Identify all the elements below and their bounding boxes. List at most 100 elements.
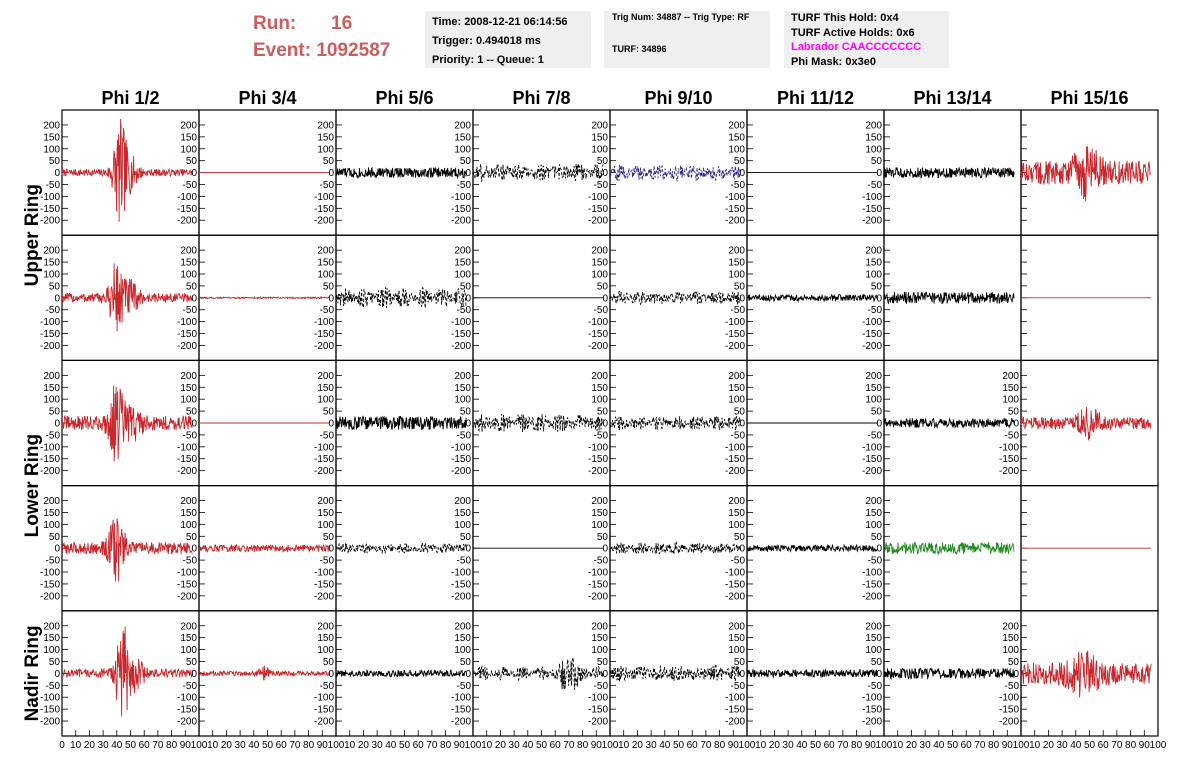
y-tick-label: 0 xyxy=(602,669,608,680)
y-tick-label: 50 xyxy=(323,281,335,292)
y-tick-label: -200 xyxy=(314,591,334,602)
y-tick-label: 200 xyxy=(728,120,745,131)
x-tick-label: 40 xyxy=(385,740,397,751)
y-tick-label: -50 xyxy=(46,430,61,441)
x-tick-label: 60 xyxy=(1098,740,1110,751)
y-tick-label: 100 xyxy=(865,520,882,531)
x-tick-label: 100 xyxy=(1150,740,1167,751)
turf-text: TURF: 34896 xyxy=(612,44,667,54)
labrador-text: Labrador CAACCCCCCC xyxy=(791,41,922,53)
y-tick-label: 50 xyxy=(734,407,746,418)
y-tick-label: -150 xyxy=(314,329,334,340)
y-tick-label: 100 xyxy=(591,395,608,406)
y-tick-label: -50 xyxy=(457,180,472,191)
waveform-trace xyxy=(335,542,467,555)
y-tick-label: 200 xyxy=(180,496,197,507)
y-tick-label: 150 xyxy=(317,633,334,644)
y-tick-label: 150 xyxy=(591,633,608,644)
x-tick-label: 20 xyxy=(84,740,96,751)
x-tick-label: 60 xyxy=(139,740,151,751)
y-tick-label: 100 xyxy=(43,395,60,406)
y-tick-label: 50 xyxy=(49,532,61,543)
x-tick-label: 100 xyxy=(602,740,619,751)
y-tick-label: 200 xyxy=(728,621,745,632)
y-tick-label: 50 xyxy=(597,532,609,543)
y-tick-label: 0 xyxy=(876,544,882,555)
waveform-trace xyxy=(61,626,193,717)
x-tick-label: 90 xyxy=(591,740,603,751)
y-tick-label: -200 xyxy=(314,466,334,477)
y-tick-label: 100 xyxy=(591,269,608,280)
x-tick-label: 70 xyxy=(1111,740,1123,751)
x-tick-label: 50 xyxy=(536,740,548,751)
x-tick-label: 90 xyxy=(1002,740,1014,751)
y-tick-label: -200 xyxy=(451,216,471,227)
y-tick-label: -50 xyxy=(183,556,198,567)
y-tick-label: -100 xyxy=(862,317,882,328)
y-tick-label: 100 xyxy=(865,269,882,280)
x-tick-label: 50 xyxy=(1084,740,1096,751)
waveform-trace xyxy=(335,669,467,678)
x-tick-label: 90 xyxy=(317,740,329,751)
y-tick-label: -200 xyxy=(862,717,882,728)
x-tick-label: 20 xyxy=(495,740,507,751)
x-tick-label: 60 xyxy=(276,740,288,751)
y-tick-label: -200 xyxy=(40,341,60,352)
y-tick-label: 0 xyxy=(876,168,882,179)
y-tick-label: -200 xyxy=(314,717,334,728)
y-tick-label: 200 xyxy=(454,246,471,257)
y-tick-label: -200 xyxy=(725,341,745,352)
y-tick-label: 200 xyxy=(180,246,197,257)
y-tick-label: -150 xyxy=(725,705,745,716)
y-tick-label: 150 xyxy=(180,258,197,269)
y-tick-label: -100 xyxy=(40,693,60,704)
y-tick-label: -100 xyxy=(862,192,882,203)
y-tick-label: 50 xyxy=(323,532,335,543)
waveform-trace xyxy=(335,415,467,431)
y-tick-label: 150 xyxy=(865,633,882,644)
y-tick-label: 50 xyxy=(186,281,198,292)
y-tick-label: 200 xyxy=(591,246,608,257)
y-tick-label: 150 xyxy=(180,508,197,519)
y-tick-label: 50 xyxy=(734,657,746,668)
x-tick-label: 10 xyxy=(344,740,356,751)
y-tick-label: 200 xyxy=(865,496,882,507)
column-title: Phi 7/8 xyxy=(512,88,570,108)
y-tick-label: 150 xyxy=(591,508,608,519)
y-tick-label: -100 xyxy=(314,192,334,203)
y-tick-label: 50 xyxy=(734,156,746,167)
y-tick-label: -200 xyxy=(862,341,882,352)
x-tick-label: 80 xyxy=(166,740,178,751)
y-tick-label: -50 xyxy=(731,430,746,441)
y-tick-label: -50 xyxy=(594,681,609,692)
y-tick-label: 200 xyxy=(180,621,197,632)
y-tick-label: 100 xyxy=(591,144,608,155)
x-tick-label: 100 xyxy=(328,740,345,751)
column-title: Phi 3/4 xyxy=(238,88,296,108)
y-tick-label: 100 xyxy=(865,395,882,406)
y-tick-label: 150 xyxy=(728,383,745,394)
y-tick-label: -100 xyxy=(314,693,334,704)
y-tick-label: -150 xyxy=(588,204,608,215)
y-tick-label: 50 xyxy=(323,407,335,418)
y-tick-label: 100 xyxy=(317,269,334,280)
y-tick-label: -100 xyxy=(862,442,882,453)
column-title: Phi 9/10 xyxy=(644,88,712,108)
waveform-trace xyxy=(335,286,467,309)
y-tick-label: -100 xyxy=(40,568,60,579)
y-tick-label: -150 xyxy=(725,579,745,590)
y-tick-label: 150 xyxy=(454,633,471,644)
y-tick-label: -50 xyxy=(868,180,883,191)
y-tick-label: 200 xyxy=(591,621,608,632)
y-tick-label: -150 xyxy=(588,579,608,590)
waveform-trace xyxy=(61,263,193,332)
y-tick-label: 0 xyxy=(602,419,608,430)
y-tick-label: 50 xyxy=(1008,657,1020,668)
phi-mask-text: Phi Mask: 0x3e0 xyxy=(791,55,876,68)
y-tick-label: -100 xyxy=(588,693,608,704)
y-tick-label: 50 xyxy=(186,657,198,668)
x-tick-label: 90 xyxy=(454,740,466,751)
y-tick-label: -200 xyxy=(40,591,60,602)
y-tick-label: 0 xyxy=(602,293,608,304)
x-tick-label: 30 xyxy=(98,740,110,751)
